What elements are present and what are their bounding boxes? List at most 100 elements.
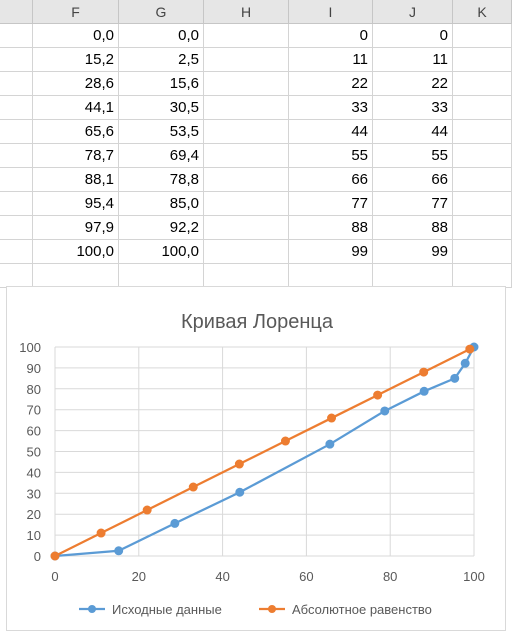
cell-i[interactable] bbox=[289, 264, 373, 288]
cell-f[interactable]: 78,7 bbox=[33, 144, 119, 168]
cell-j[interactable]: 33 bbox=[373, 96, 453, 120]
cell-j[interactable] bbox=[373, 264, 453, 288]
cell-g[interactable]: 69,4 bbox=[119, 144, 204, 168]
cell-g[interactable]: 2,5 bbox=[119, 48, 204, 72]
column-header-g[interactable]: G bbox=[119, 0, 204, 24]
cell-f[interactable]: 65,6 bbox=[33, 120, 119, 144]
cell-i[interactable]: 55 bbox=[289, 144, 373, 168]
cell-h[interactable] bbox=[204, 168, 289, 192]
series-2-point bbox=[419, 367, 429, 377]
cell-h[interactable] bbox=[204, 120, 289, 144]
cell-h[interactable] bbox=[204, 264, 289, 288]
row-number-cell[interactable] bbox=[0, 120, 33, 144]
cell-g[interactable]: 85,0 bbox=[119, 192, 204, 216]
cell-f[interactable]: 97,9 bbox=[33, 216, 119, 240]
legend-label: Исходные данные bbox=[112, 602, 222, 617]
cell-j[interactable]: 44 bbox=[373, 120, 453, 144]
cell-g[interactable]: 15,6 bbox=[119, 72, 204, 96]
lorenz-chart[interactable]: Кривая Лоренца 0 10 20 30 40 50 60 70 80 90 100 0 20 4… bbox=[6, 286, 506, 631]
cell-g[interactable]: 53,5 bbox=[119, 120, 204, 144]
row-number-cell[interactable] bbox=[0, 96, 33, 120]
cell-k[interactable] bbox=[453, 216, 512, 240]
series-line-2 bbox=[54, 348, 471, 558]
table-row: 44,1 30,5 33 33 bbox=[0, 96, 512, 120]
cell-f[interactable]: 28,6 bbox=[33, 72, 119, 96]
cell-j[interactable]: 77 bbox=[373, 192, 453, 216]
row-number-cell[interactable] bbox=[0, 48, 33, 72]
cell-h[interactable] bbox=[204, 144, 289, 168]
cell-j[interactable]: 99 bbox=[373, 240, 453, 264]
cell-k[interactable] bbox=[453, 96, 512, 120]
y-tick-label: 40 bbox=[27, 465, 41, 480]
cell-j[interactable]: 0 bbox=[373, 24, 453, 48]
cell-f[interactable]: 44,1 bbox=[33, 96, 119, 120]
cell-h[interactable] bbox=[204, 24, 289, 48]
cell-k[interactable] bbox=[453, 264, 512, 288]
row-number-cell[interactable] bbox=[0, 168, 33, 192]
cell-f[interactable]: 95,4 bbox=[33, 192, 119, 216]
cell-i[interactable]: 33 bbox=[289, 96, 373, 120]
cell-h[interactable] bbox=[204, 72, 289, 96]
row-number-cell[interactable] bbox=[0, 192, 33, 216]
y-tick-label: 60 bbox=[27, 424, 41, 439]
cell-k[interactable] bbox=[453, 168, 512, 192]
cell-k[interactable] bbox=[453, 48, 512, 72]
cell-k[interactable] bbox=[453, 120, 512, 144]
cell-h[interactable] bbox=[204, 240, 289, 264]
cell-j[interactable]: 66 bbox=[373, 168, 453, 192]
table-row: 95,4 85,0 77 77 bbox=[0, 192, 512, 216]
x-tick-label: 40 bbox=[215, 569, 229, 584]
cell-g[interactable]: 92,2 bbox=[119, 216, 204, 240]
cell-k[interactable] bbox=[453, 144, 512, 168]
cell-i[interactable]: 11 bbox=[289, 48, 373, 72]
cell-h[interactable] bbox=[204, 192, 289, 216]
table-row: 78,7 69,4 55 55 bbox=[0, 144, 512, 168]
series-2-point bbox=[327, 413, 337, 423]
column-header-i[interactable]: I bbox=[289, 0, 373, 24]
cell-j[interactable]: 22 bbox=[373, 72, 453, 96]
column-header-k[interactable]: K bbox=[453, 0, 512, 24]
cell-i[interactable]: 99 bbox=[289, 240, 373, 264]
cell-k[interactable] bbox=[453, 240, 512, 264]
cell-f[interactable]: 0,0 bbox=[33, 24, 119, 48]
cell-g[interactable]: 30,5 bbox=[119, 96, 204, 120]
cell-i[interactable]: 77 bbox=[289, 192, 373, 216]
column-header-j[interactable]: J bbox=[373, 0, 453, 24]
row-number-cell[interactable] bbox=[0, 144, 33, 168]
cell-g[interactable]: 78,8 bbox=[119, 168, 204, 192]
series-1-point bbox=[325, 439, 335, 449]
cell-g[interactable]: 0,0 bbox=[119, 24, 204, 48]
column-header-f[interactable]: F bbox=[33, 0, 119, 24]
cell-i[interactable]: 88 bbox=[289, 216, 373, 240]
cell-i[interactable]: 0 bbox=[289, 24, 373, 48]
row-number-cell[interactable] bbox=[0, 24, 33, 48]
cell-g[interactable] bbox=[119, 264, 204, 288]
series-1-point bbox=[380, 406, 390, 416]
cell-h[interactable] bbox=[204, 48, 289, 72]
cell-f[interactable]: 15,2 bbox=[33, 48, 119, 72]
chart-canvas: Кривая Лоренца 0 10 20 30 40 50 60 70 80 90 100 0 20 4… bbox=[19, 311, 485, 617]
cell-k[interactable] bbox=[453, 72, 512, 96]
cell-f[interactable] bbox=[33, 264, 119, 288]
cell-j[interactable]: 11 bbox=[373, 48, 453, 72]
cell-h[interactable] bbox=[204, 96, 289, 120]
cell-i[interactable]: 44 bbox=[289, 120, 373, 144]
column-header-h[interactable]: H bbox=[204, 0, 289, 24]
x-tick-label: 20 bbox=[132, 569, 146, 584]
row-number-cell[interactable] bbox=[0, 240, 33, 264]
cell-k[interactable] bbox=[453, 192, 512, 216]
y-tick-label: 80 bbox=[27, 382, 41, 397]
row-number-cell[interactable] bbox=[0, 72, 33, 96]
cell-i[interactable]: 22 bbox=[289, 72, 373, 96]
cell-f[interactable]: 88,1 bbox=[33, 168, 119, 192]
row-number-cell[interactable] bbox=[0, 264, 33, 288]
series-1-point bbox=[170, 518, 180, 528]
cell-i[interactable]: 66 bbox=[289, 168, 373, 192]
cell-j[interactable]: 88 bbox=[373, 216, 453, 240]
cell-j[interactable]: 55 bbox=[373, 144, 453, 168]
cell-h[interactable] bbox=[204, 216, 289, 240]
row-number-cell[interactable] bbox=[0, 216, 33, 240]
cell-k[interactable] bbox=[453, 24, 512, 48]
cell-g[interactable]: 100,0 bbox=[119, 240, 204, 264]
cell-f[interactable]: 100,0 bbox=[33, 240, 119, 264]
